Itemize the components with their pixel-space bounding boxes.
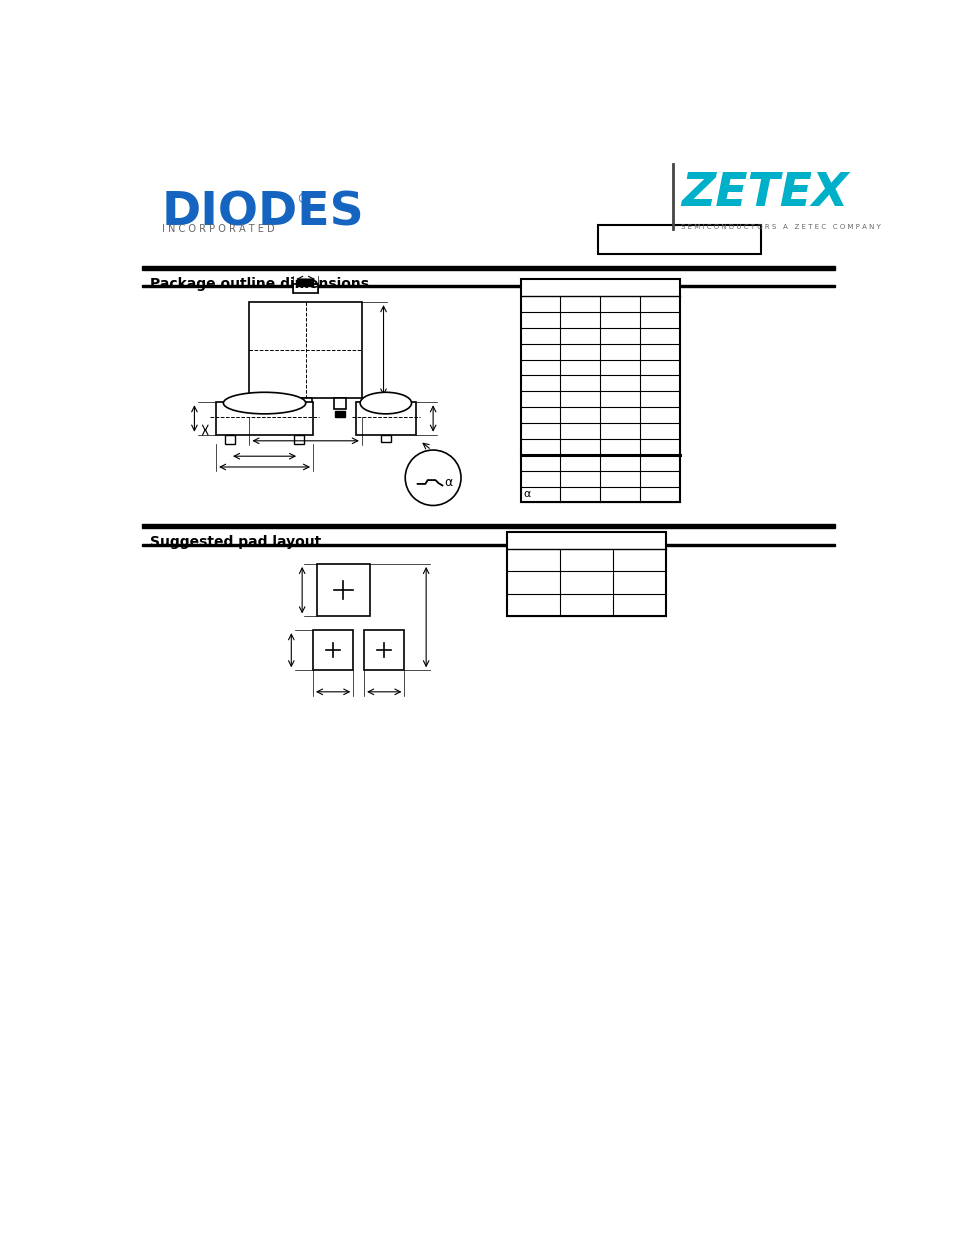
Bar [142,543,835,546]
Bar [301,411,310,417]
Text: α: α [443,477,452,489]
Bar [142,524,835,527]
Text: I N C O R P O R A T E D: I N C O R P O R A T E D [162,224,274,233]
Text: ZETEX: ZETEX [680,172,847,216]
Bar [313,630,353,671]
Bar [334,399,346,409]
Bar [216,403,313,435]
Bar [355,403,416,435]
Bar [297,279,313,287]
Bar [381,435,390,442]
Text: DIODES: DIODES [162,190,364,236]
Bar [520,279,679,503]
Text: Package outline dimensions: Package outline dimensions [150,277,369,290]
Bar [266,411,275,417]
Bar [265,399,277,409]
Bar [316,564,369,616]
Bar [249,303,361,399]
Text: S E M I C O N D U C T O R S   A   Z E T E C   C O M P A N Y: S E M I C O N D U C T O R S A Z E T E C … [680,224,880,230]
Bar [142,266,835,270]
Ellipse shape [223,393,305,414]
Bar [335,411,344,417]
Bar [293,284,317,293]
Bar [225,435,234,443]
Text: α: α [523,489,531,499]
Text: ®: ® [295,193,310,206]
Ellipse shape [360,393,411,414]
Bar [294,435,303,443]
Bar [506,531,665,616]
Bar [364,630,404,671]
Text: Suggested pad layout: Suggested pad layout [150,535,321,548]
Bar [142,285,835,287]
Bar [299,399,312,409]
Circle shape [405,450,460,505]
Bar [598,225,760,254]
